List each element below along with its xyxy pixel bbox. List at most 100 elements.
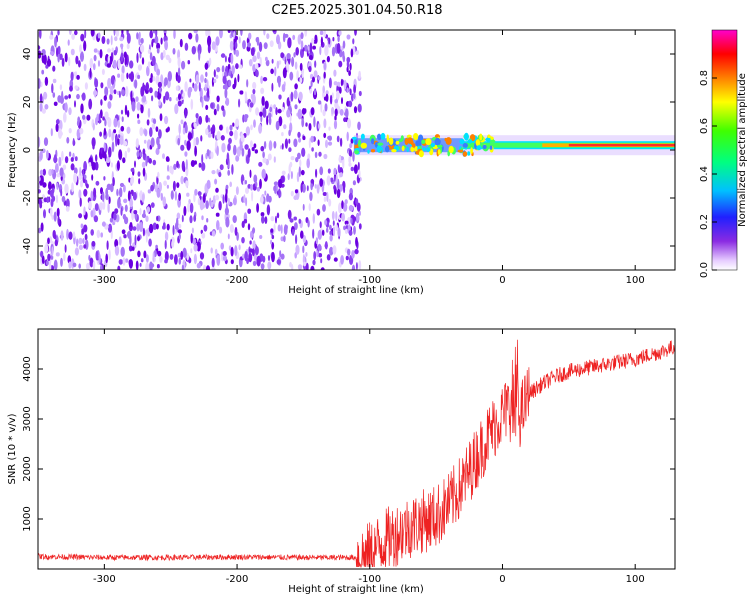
spectrogram-noise-speck <box>336 90 340 100</box>
spectrogram-noise-speck <box>251 146 255 152</box>
spectrogram-noise-speck <box>216 145 219 157</box>
spectrogram-noise-speck <box>166 175 170 180</box>
spectrogram-noise-speck <box>304 108 307 114</box>
spectrogram-noise-speck <box>288 147 292 153</box>
spectrogram-noise-speck <box>164 231 169 241</box>
spectrogram-noise-speck <box>163 95 166 104</box>
spectrogram-noise-speck <box>119 182 125 188</box>
spectrogram-noise-speck <box>59 167 64 177</box>
spectrogram-noise-speck <box>254 149 258 154</box>
spectrogram-noise-speck <box>230 246 234 257</box>
spectrogram-noise-speck <box>259 56 262 67</box>
spectrogram-noise-speck <box>316 208 321 216</box>
spectrogram-noise-speck <box>302 203 305 211</box>
spectrogram-noise-speck <box>262 77 268 82</box>
spectrogram-noise-speck <box>332 37 335 42</box>
spectrogram-noise-speck <box>70 163 75 171</box>
spectrogram-ridge-blob <box>404 137 409 145</box>
spectrogram-noise-speck <box>261 96 265 106</box>
spectrogram-noise-speck <box>38 182 41 189</box>
spectrogram-noise-speck <box>74 156 78 162</box>
spectrogram-noise-speck <box>340 78 343 87</box>
spectrogram-noise-speck <box>181 160 185 172</box>
spectrogram-noise-speck <box>55 252 60 257</box>
spectrogram-noise-speck <box>83 160 87 172</box>
spectrogram-noise-speck <box>72 231 76 239</box>
spectrogram-noise-speck <box>156 188 161 198</box>
spectrogram-noise-speck <box>115 30 120 37</box>
spectrogram-noise-speck <box>250 94 254 100</box>
spectrogram-noise-speck <box>227 143 231 152</box>
spectrogram-noise-speck <box>59 53 63 61</box>
spectrogram-noise-speck <box>258 41 263 53</box>
spectrogram-noise-speck <box>208 117 211 123</box>
spectrogram-noise-speck <box>126 43 130 50</box>
spectrogram-noise-speck <box>297 264 303 270</box>
spectrogram-noise-speck <box>145 233 148 243</box>
spectrogram-noise-speck <box>43 209 46 219</box>
spectrogram-noise-speck <box>260 87 265 95</box>
spectrogram-noise-speck <box>350 138 354 144</box>
spectrogram-noise-speck <box>256 255 261 267</box>
spectrogram-noise-speck <box>213 108 217 116</box>
spectrogram-noise-speck <box>46 196 50 203</box>
spectrogram-noise-speck <box>255 107 260 116</box>
spectrogram-noise-speck <box>278 178 282 189</box>
spectrogram-noise-speck <box>276 212 280 219</box>
spectrogram-noise-speck <box>80 33 85 42</box>
spectrogram-noise-speck <box>52 78 57 84</box>
spectrogram-noise-speck <box>39 30 42 39</box>
spectrogram-noise-speck <box>268 112 272 119</box>
spectrogram-noise-speck <box>198 50 201 61</box>
spectrogram-noise-speck <box>252 240 256 252</box>
spectrogram-noise-speck <box>320 36 323 46</box>
spectrogram-noise-speck <box>145 262 150 270</box>
spectrogram-noise-speck <box>109 85 114 95</box>
spectrogram-noise-speck <box>226 152 230 163</box>
spectrogram-noise-speck <box>180 175 184 185</box>
spectrogram-noise-speck <box>331 210 335 221</box>
spectrogram-noise-speck <box>201 154 204 164</box>
spectrogram-noise-speck <box>46 58 52 67</box>
spectrogram-noise-speck <box>319 30 324 36</box>
spectrogram-noise-speck <box>343 79 347 90</box>
spectrogram-noise-speck <box>108 196 111 204</box>
spectrogram-noise-speck <box>64 52 68 63</box>
spectrogram-noise-speck <box>122 213 127 220</box>
spectrogram-noise-speck <box>348 155 352 164</box>
spectrogram-noise-speck <box>339 109 344 116</box>
spectrogram-noise-speck <box>271 251 275 263</box>
spectrogram-noise-speck <box>52 92 56 98</box>
spectrogram-noise-speck <box>225 216 230 228</box>
spectrogram-noise-speck <box>307 153 311 160</box>
spectrogram-noise-speck <box>93 187 97 198</box>
spectrogram-noise-speck <box>38 189 41 194</box>
spectrogram-noise-speck <box>164 239 167 250</box>
spectrogram-noise-speck <box>118 259 124 265</box>
spectrogram-noise-speck <box>142 84 146 91</box>
spectrogram-noise-speck <box>131 101 136 112</box>
spectrogram-noise-speck <box>337 35 340 43</box>
spectrogram-noise-speck <box>165 156 170 162</box>
spectrogram-noise-speck <box>97 32 101 39</box>
spectrogram-noise-speck <box>287 37 292 49</box>
spectrogram-noise-speck <box>204 83 207 92</box>
spectrogram-noise-speck <box>40 250 44 258</box>
spectrogram-noise-speck <box>344 220 349 225</box>
spectrogram-noise-speck <box>301 147 306 157</box>
spectrogram-noise-speck <box>332 245 337 255</box>
spectrogram-noise-speck <box>296 172 300 183</box>
spectrogram-noise-speck <box>53 156 58 164</box>
spectrogram-noise-speck <box>284 138 288 149</box>
spectrogram-ridge-blob <box>367 149 370 154</box>
spectrogram-noise-speck <box>76 238 79 247</box>
spectrogram-ridge-blob <box>360 133 365 140</box>
spectrogram-ridge-blob <box>444 137 447 142</box>
spectrogram-x-ticks: -300 -200 -100 0 100 <box>93 30 645 286</box>
spectrogram-noise-speck <box>278 94 282 100</box>
spectrogram-noise-speck <box>164 251 169 262</box>
spectrogram-noise-speck <box>38 45 41 51</box>
spectrogram-noise-speck <box>288 129 291 137</box>
spectrogram-noise-speck <box>137 74 141 80</box>
